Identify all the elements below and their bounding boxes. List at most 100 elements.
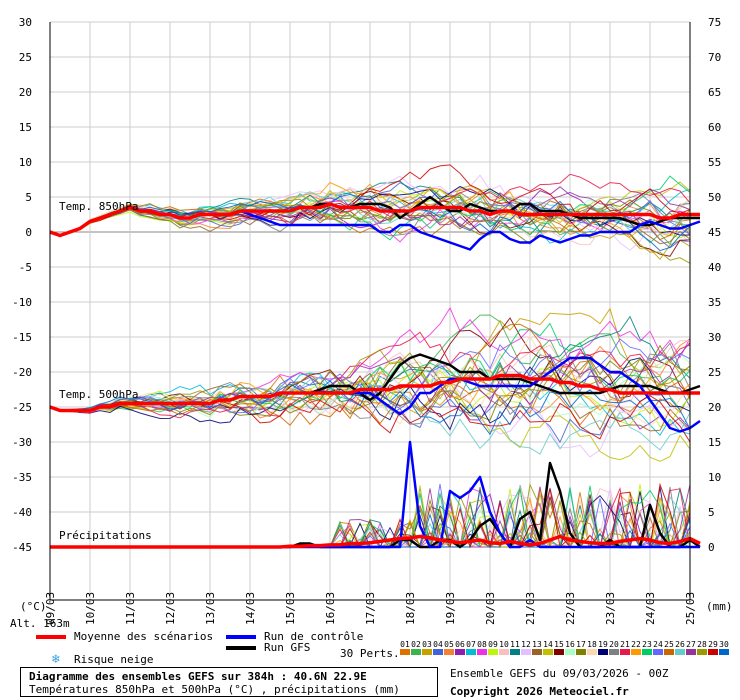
member-26-t500 <box>49 377 691 455</box>
member-11-t500 <box>49 315 691 411</box>
pert-label-24: 24 <box>653 640 663 649</box>
right-tick-label: 50 <box>708 191 721 204</box>
pert-label-11: 11 <box>510 640 520 649</box>
pert-label-25: 25 <box>664 640 674 649</box>
pert-label-14: 14 <box>543 640 553 649</box>
pert-swatch-30 <box>719 649 729 655</box>
pert-swatch-19 <box>598 649 608 655</box>
member-08-t500 <box>49 306 691 411</box>
legend-control-swatch <box>226 635 256 639</box>
left-tick-label: 25 <box>19 51 32 64</box>
member-25-t850 <box>49 198 691 241</box>
right-tick-label: 10 <box>708 471 721 484</box>
pert-swatch-27 <box>686 649 696 655</box>
pert-label-08: 08 <box>477 640 487 649</box>
pert-swatch-21 <box>620 649 630 655</box>
pert-swatch-17 <box>576 649 586 655</box>
legend-snow-label: Risque neige <box>74 653 154 666</box>
left-tick-label: -10 <box>12 296 32 309</box>
pert-swatch-14 <box>543 649 553 655</box>
pert-swatch-07 <box>466 649 476 655</box>
pert-label-23: 23 <box>642 640 652 649</box>
pert-swatch-26 <box>675 649 685 655</box>
legend-control-label: Run de contrôle <box>264 630 364 643</box>
pert-label-29: 29 <box>708 640 718 649</box>
left-tick-label: -15 <box>12 331 32 344</box>
right-tick-label: 65 <box>708 86 721 99</box>
x-tick-label: 14/03 <box>244 592 257 625</box>
pert-label-01: 01 <box>400 640 410 649</box>
pert-label-06: 06 <box>455 640 465 649</box>
annotation-t500: Temp. 500hPa <box>59 388 138 401</box>
pert-swatch-04 <box>433 649 443 655</box>
pert-swatch-12 <box>521 649 531 655</box>
pert-swatch-02 <box>411 649 421 655</box>
pert-label-15: 15 <box>554 640 564 649</box>
pert-label-19: 19 <box>598 640 608 649</box>
x-tick-label: 13/03 <box>204 592 217 625</box>
pert-label-03: 03 <box>422 640 432 649</box>
pert-label-26: 26 <box>675 640 685 649</box>
chart-grid <box>49 21 691 600</box>
right-tick-label: 35 <box>708 296 721 309</box>
pert-swatch-23 <box>642 649 652 655</box>
right-tick-label: 75 <box>708 16 721 29</box>
member-27-t850 <box>49 188 691 237</box>
x-tick-label: 23/03 <box>604 592 617 625</box>
pert-label-28: 28 <box>697 640 707 649</box>
right-tick-label: 70 <box>708 51 721 64</box>
left-axis-unit: (°C) <box>20 600 47 613</box>
pert-label-22: 22 <box>631 640 641 649</box>
right-tick-label: 30 <box>708 331 721 344</box>
copyright-label: Copyright 2026 Meteociel.fr <box>450 685 629 698</box>
pert-label-05: 05 <box>444 640 454 649</box>
pert-label-17: 17 <box>576 640 586 649</box>
annotation-precip: Précipitations <box>59 529 152 542</box>
right-tick-label: 60 <box>708 121 721 134</box>
x-tick-label: 20/03 <box>484 592 497 625</box>
member-16-t500 <box>49 352 691 419</box>
left-tick-label: -30 <box>12 436 32 449</box>
pert-swatch-16 <box>565 649 575 655</box>
pert-swatch-24 <box>653 649 663 655</box>
member-12-t850 <box>49 174 691 251</box>
pert-swatch-11 <box>510 649 520 655</box>
right-tick-label: 40 <box>708 261 721 274</box>
member-18-t500 <box>49 335 691 428</box>
main-series <box>49 195 701 549</box>
left-tick-label: 30 <box>19 16 32 29</box>
pert-label-13: 13 <box>532 640 542 649</box>
pert-swatch-01 <box>400 649 410 655</box>
pert-label-30: 30 <box>719 640 729 649</box>
right-tick-label: 20 <box>708 401 721 414</box>
right-tick-label: 45 <box>708 226 721 239</box>
pert-swatch-03 <box>422 649 432 655</box>
right-axis-unit: (mm) <box>706 600 733 613</box>
right-tick-label: 15 <box>708 436 721 449</box>
right-tick-label: 55 <box>708 156 721 169</box>
chart-info-box: Diagramme des ensembles GEFS sur 384h : … <box>20 667 438 697</box>
member-25-t500 <box>49 323 691 427</box>
pert-swatch-10 <box>499 649 509 655</box>
chart-subtitle: Températures 850hPa et 500hPa (°C) , pré… <box>29 683 400 696</box>
x-tick-label: 10/03 <box>84 592 97 625</box>
legend-mean-label: Moyenne des scénarios <box>74 630 214 643</box>
pert-swatch-13 <box>532 649 542 655</box>
altitude-label: Alt. 163m <box>10 617 70 630</box>
pert-swatch-28 <box>697 649 707 655</box>
series-mean-t850 <box>49 202 700 238</box>
x-tick-label: 11/03 <box>124 592 137 625</box>
snowflake-icon: ❄ <box>52 652 60 667</box>
left-tick-label: 10 <box>19 156 32 169</box>
pert-swatch-05 <box>444 649 454 655</box>
pert-swatch-25 <box>664 649 674 655</box>
pert-swatch-18 <box>587 649 597 655</box>
x-tick-label: 12/03 <box>164 592 177 625</box>
left-tick-label: -25 <box>12 401 32 414</box>
pert-label-12: 12 <box>521 640 531 649</box>
x-tick-label: 19/03 <box>444 592 457 625</box>
pert-swatch-22 <box>631 649 641 655</box>
left-tick-label: -45 <box>12 541 32 554</box>
annotation-t850: Temp. 850hPa <box>59 200 138 213</box>
